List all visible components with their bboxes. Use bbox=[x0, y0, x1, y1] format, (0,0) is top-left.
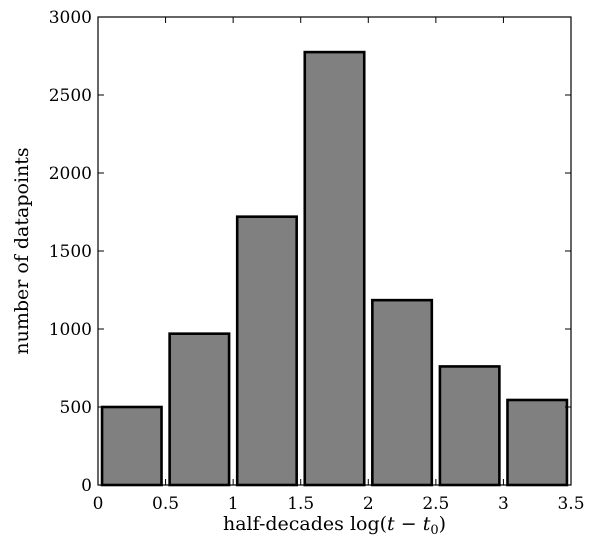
ticks-layer: 0 0.5 1 1.5 2 2.5 3 3.5 0 500 1000 1500 2000 2500 3000 bbox=[49, 8, 585, 514]
x-axis-label-op: − bbox=[395, 513, 423, 535]
x-axis-label-var2: t bbox=[423, 513, 431, 535]
bar-6 bbox=[506, 398, 569, 487]
y-tick-label-5: 2500 bbox=[49, 86, 92, 106]
x-axis-label: half-decades log(t − t0) bbox=[223, 513, 446, 538]
y-axis-label: number of datapoints bbox=[11, 147, 33, 354]
y-tick-label-2: 1000 bbox=[49, 320, 92, 340]
x-axis-label-var: t bbox=[387, 513, 395, 535]
bar-2 bbox=[235, 215, 298, 487]
x-tick-label-2: 1 bbox=[228, 494, 239, 514]
bar-4 bbox=[371, 298, 434, 487]
x-axis-label-prefix: half-decades log( bbox=[223, 513, 387, 535]
y-tick-label-6: 3000 bbox=[49, 8, 92, 28]
x-tick-label-0: 0 bbox=[93, 494, 104, 514]
y-tick-label-1: 500 bbox=[60, 398, 92, 418]
x-tick-label-3: 1.5 bbox=[287, 494, 314, 514]
bar-3 bbox=[303, 50, 366, 487]
y-tick-label-0: 0 bbox=[81, 476, 92, 496]
y-tick-label-4: 2000 bbox=[49, 164, 92, 184]
bar-5 bbox=[438, 365, 501, 487]
x-axis-label-suffix: ) bbox=[439, 513, 446, 535]
bar-0 bbox=[100, 405, 163, 487]
y-tick-label-3: 1500 bbox=[49, 242, 92, 262]
x-tick-label-5: 2.5 bbox=[422, 494, 449, 514]
x-tick-label-6: 3 bbox=[498, 494, 509, 514]
bar-1 bbox=[168, 332, 231, 487]
x-tick-label-4: 2 bbox=[363, 494, 374, 514]
x-axis-label-sub: 0 bbox=[430, 523, 438, 538]
x-tick-label-1: 0.5 bbox=[152, 494, 179, 514]
plot-frame bbox=[97, 16, 572, 486]
x-tick-label-7: 3.5 bbox=[557, 494, 584, 514]
bars-layer bbox=[100, 50, 569, 487]
